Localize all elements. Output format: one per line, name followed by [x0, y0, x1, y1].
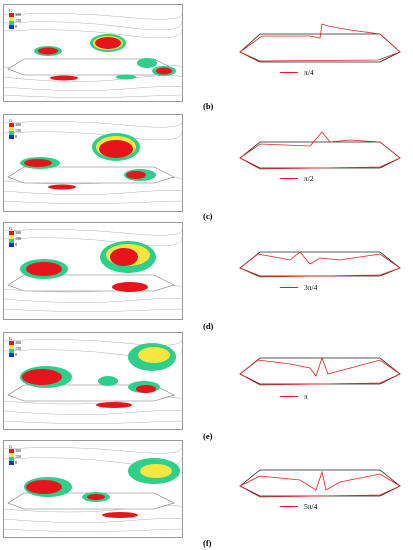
- legend: G 300 150 0: [7, 444, 29, 468]
- legend-swatch-yellow: [9, 127, 14, 131]
- flow-panel-b: G 300 150 0: [3, 4, 183, 102]
- legend-label-300: 300: [15, 448, 21, 453]
- legend-label-0: 0: [15, 134, 17, 139]
- legend-swatch-green: [9, 21, 14, 25]
- legend-swatch-yellow: [9, 235, 14, 239]
- flow-field-b: [4, 12, 182, 98]
- key-line-b: [280, 72, 298, 73]
- legend-label-0: 0: [15, 352, 17, 357]
- sublabel-f: (f): [203, 538, 212, 548]
- flow-field-c: [4, 120, 182, 204]
- legend-label-300: 300: [15, 122, 21, 127]
- legend-label-0: 0: [15, 460, 17, 465]
- legend: G 300 150 0: [7, 118, 29, 142]
- legend-label-150: 150: [15, 346, 21, 351]
- outline-shapes-d: [239, 251, 401, 278]
- legend-swatch-yellow: [9, 17, 14, 21]
- shape-plot-b: [230, 12, 405, 82]
- shape-plot-c: [230, 122, 405, 192]
- sublabel-c: (c): [203, 211, 213, 221]
- outline-shapes-e: [239, 356, 401, 386]
- flow-field-f: [4, 446, 182, 532]
- legend-swatch-blue: [9, 25, 14, 29]
- flow-field-e: [4, 338, 182, 424]
- shape-plot-d: [230, 230, 405, 300]
- legend-label-0: 0: [15, 24, 17, 29]
- legend: G 300 150 0: [7, 8, 29, 32]
- legend-swatch-red: [9, 123, 14, 127]
- legend-label-150: 150: [15, 454, 21, 459]
- key-text-b: π/4: [304, 68, 314, 77]
- outline-shapes-f: [239, 469, 401, 498]
- legend-swatch-yellow: [9, 453, 14, 457]
- key-b: π/4: [280, 68, 390, 78]
- legend: G 300 150 0: [7, 226, 29, 250]
- legend-label-150: 150: [15, 18, 21, 23]
- legend-label-0: 0: [15, 242, 17, 247]
- legend-title: G: [9, 444, 12, 449]
- key-f: 5π/4: [280, 502, 390, 512]
- legend-title: G: [9, 118, 12, 123]
- legend-swatch-red: [9, 13, 14, 17]
- legend-label-150: 150: [15, 236, 21, 241]
- flow-panel-e: G 300 150 0: [3, 332, 183, 430]
- key-line-e: [280, 396, 298, 397]
- legend-label-300: 300: [15, 12, 21, 17]
- legend-swatch-blue: [9, 461, 14, 465]
- legend-title: G: [9, 226, 12, 231]
- sublabel-d: (d): [203, 321, 214, 331]
- key-text-c: π/2: [304, 174, 314, 183]
- flow-panel-c: G 300 150 0: [3, 114, 183, 212]
- outline-shapes-b: [239, 23, 401, 63]
- legend-swatch-blue: [9, 135, 14, 139]
- legend-swatch-red: [9, 341, 14, 345]
- key-c: π/2: [280, 174, 390, 184]
- legend-label-300: 300: [15, 340, 21, 345]
- legend-label-150: 150: [15, 128, 21, 133]
- legend-label-300: 300: [15, 230, 21, 235]
- key-line-d: [280, 287, 298, 288]
- flow-field-d: [4, 228, 182, 312]
- sublabel-e: (e): [203, 431, 213, 441]
- sublabel-b: (b): [203, 101, 214, 111]
- key-line-c: [280, 178, 298, 179]
- outline-shapes-c: [239, 131, 401, 170]
- legend-swatch-green: [9, 239, 14, 243]
- legend-swatch-red: [9, 449, 14, 453]
- legend-swatch-blue: [9, 353, 14, 357]
- shape-plot-f: [230, 452, 405, 522]
- legend-swatch-green: [9, 349, 14, 353]
- legend-swatch-green: [9, 457, 14, 461]
- legend-swatch-blue: [9, 243, 14, 247]
- legend-swatch-yellow: [9, 345, 14, 349]
- legend-swatch-green: [9, 131, 14, 135]
- flow-panel-f: G 300 150 0: [3, 440, 183, 538]
- key-line-f: [280, 506, 298, 507]
- key-text-d: 3π/4: [304, 283, 318, 292]
- shape-plot-e: [230, 340, 405, 410]
- key-text-e: π: [304, 392, 308, 401]
- flow-panel-d: G 300 150 0: [3, 222, 183, 320]
- key-text-f: 5π/4: [304, 502, 318, 511]
- legend-title: G: [9, 336, 12, 341]
- legend-title: G: [9, 8, 12, 13]
- key-d: 3π/4: [280, 283, 390, 293]
- key-e: π: [280, 392, 390, 402]
- legend: G 300 150 0: [7, 336, 29, 360]
- legend-swatch-red: [9, 231, 14, 235]
